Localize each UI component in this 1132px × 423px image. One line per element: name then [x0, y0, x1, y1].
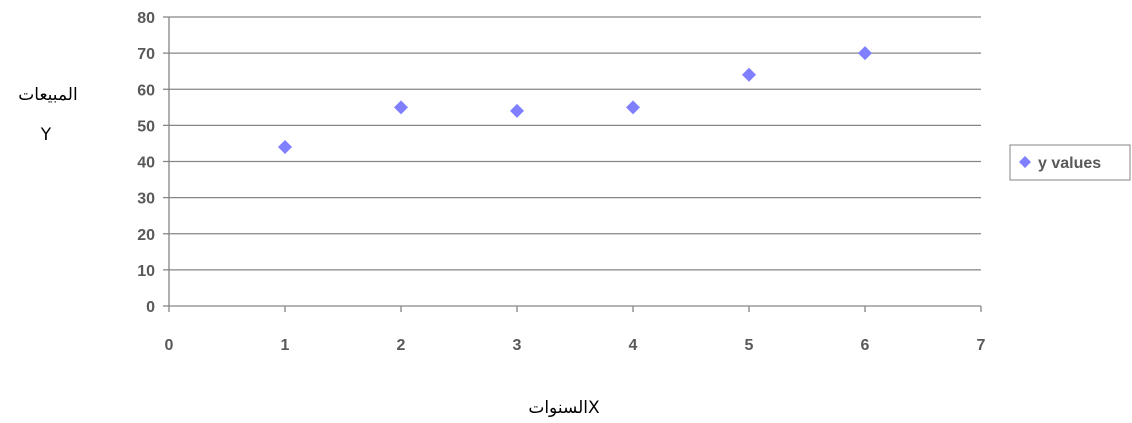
legend-label: y values: [1038, 155, 1101, 172]
x-tick-labels: 0 1 2 3 4 5 6 7: [165, 337, 986, 354]
y-tick-label: 70: [137, 46, 155, 63]
plot-area: 0 10 20 30 40 50 60 70 80 0 1 2 3 4 5 6 7: [137, 10, 985, 354]
y-tick-label: 80: [137, 10, 155, 27]
x-axis-title: السنواتX: [528, 398, 600, 418]
data-point: [510, 103, 524, 118]
x-tick-label: 4: [629, 337, 638, 354]
y-tick-label: 20: [137, 227, 155, 244]
y-axis-title-line1: المبيعات: [18, 85, 77, 105]
gridlines: [169, 16, 981, 271]
data-point: [626, 100, 640, 115]
data-points: [278, 46, 872, 155]
x-tick-label: 6: [861, 337, 870, 354]
legend-marker-diamond-icon: [1019, 156, 1031, 168]
legend: y values: [1009, 144, 1131, 181]
axes: [163, 16, 982, 312]
y-tick-labels: 0 10 20 30 40 50 60 70 80: [137, 10, 155, 316]
x-tick-label: 7: [977, 337, 986, 354]
data-point: [278, 140, 292, 155]
x-tick-label: 2: [397, 337, 406, 354]
x-tick-label: 1: [281, 337, 290, 354]
y-tick-label: 50: [137, 118, 155, 135]
data-point: [742, 67, 756, 82]
y-tick-label: 10: [137, 263, 155, 280]
y-axis-title-line2: Y: [40, 125, 52, 145]
y-tick-label: 40: [137, 155, 155, 172]
x-tick-label: 3: [513, 337, 522, 354]
y-tick-label: 60: [137, 82, 155, 99]
data-point: [858, 46, 872, 61]
x-tick-label: 5: [745, 337, 754, 354]
data-point: [394, 100, 408, 115]
y-tick-label: 0: [146, 299, 155, 316]
y-tick-label: 30: [137, 191, 155, 208]
x-tick-label: 0: [165, 337, 174, 354]
